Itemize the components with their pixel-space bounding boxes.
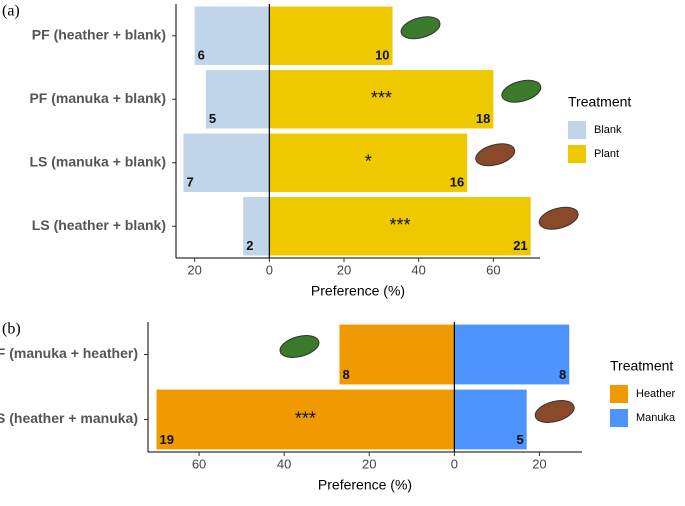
count-label: 6: [198, 47, 205, 62]
bar: [339, 324, 455, 385]
y-tick-label: PF (manuka + heather): [0, 345, 138, 361]
legend-label: Manuka: [636, 412, 676, 424]
legend-title: Treatment: [568, 94, 631, 110]
significance: ***: [371, 88, 392, 108]
y-tick-label: LS (manuka + blank): [29, 153, 166, 169]
x-tick-label: 20: [362, 456, 376, 471]
x-tick-label: 40: [277, 456, 291, 471]
x-tick-label: 20: [532, 456, 546, 471]
beetle-icon: [475, 143, 516, 167]
beetle-icon: [501, 79, 542, 103]
legend-label: Heather: [636, 388, 675, 400]
bar: [243, 197, 270, 256]
x-axis-title: Preference (%): [318, 477, 412, 493]
x-tick-label: 60: [486, 262, 500, 277]
count-label: 19: [160, 432, 174, 447]
significance: *: [365, 152, 372, 172]
panel-label: (b): [2, 321, 21, 338]
bar: [269, 133, 468, 192]
legend-title: Treatment: [610, 358, 673, 374]
legend-swatch: [568, 145, 586, 163]
legend-label: Plant: [594, 148, 619, 160]
count-label: 18: [476, 111, 490, 126]
legend-label: Blank: [594, 124, 622, 136]
x-tick-label: 40: [411, 262, 425, 277]
bar: [454, 324, 570, 385]
y-tick-label: LS (heather + blank): [32, 217, 166, 233]
beetle-icon: [538, 206, 579, 230]
y-tick-label: PF (manuka + blank): [29, 90, 166, 106]
bar: [269, 197, 531, 256]
bar: [269, 70, 494, 129]
panel-label: (a): [2, 3, 20, 20]
significance: ***: [295, 408, 316, 428]
count-label: 2: [246, 238, 253, 253]
count-label: 16: [450, 174, 464, 189]
count-label: 8: [559, 367, 566, 382]
y-tick-label: PF (heather + blank): [32, 26, 166, 42]
count-label: 21: [513, 238, 527, 253]
count-label: 7: [186, 174, 193, 189]
x-tick-label: 60: [192, 456, 206, 471]
bar: [454, 389, 527, 450]
y-tick-label: LS (heather + manuka): [0, 410, 138, 426]
count-label: 5: [516, 432, 523, 447]
legend-swatch: [610, 409, 628, 427]
bar: [183, 133, 270, 192]
x-axis-title: Preference (%): [311, 283, 405, 299]
x-tick-label: 20: [187, 262, 201, 277]
x-tick-label: 20: [337, 262, 351, 277]
bar: [194, 6, 270, 65]
x-tick-label: 0: [266, 262, 273, 277]
beetle-icon: [400, 16, 441, 40]
beetle-icon: [534, 400, 575, 423]
significance: ***: [389, 215, 410, 235]
count-label: 5: [209, 111, 216, 126]
legend-swatch: [568, 121, 586, 139]
bar: [269, 6, 393, 65]
count-label: 8: [342, 367, 349, 382]
count-label: 10: [375, 47, 389, 62]
bar: [205, 70, 270, 129]
x-tick-label: 0: [451, 456, 458, 471]
legend-swatch: [610, 385, 628, 403]
bar: [156, 389, 455, 450]
beetle-icon: [279, 335, 320, 358]
